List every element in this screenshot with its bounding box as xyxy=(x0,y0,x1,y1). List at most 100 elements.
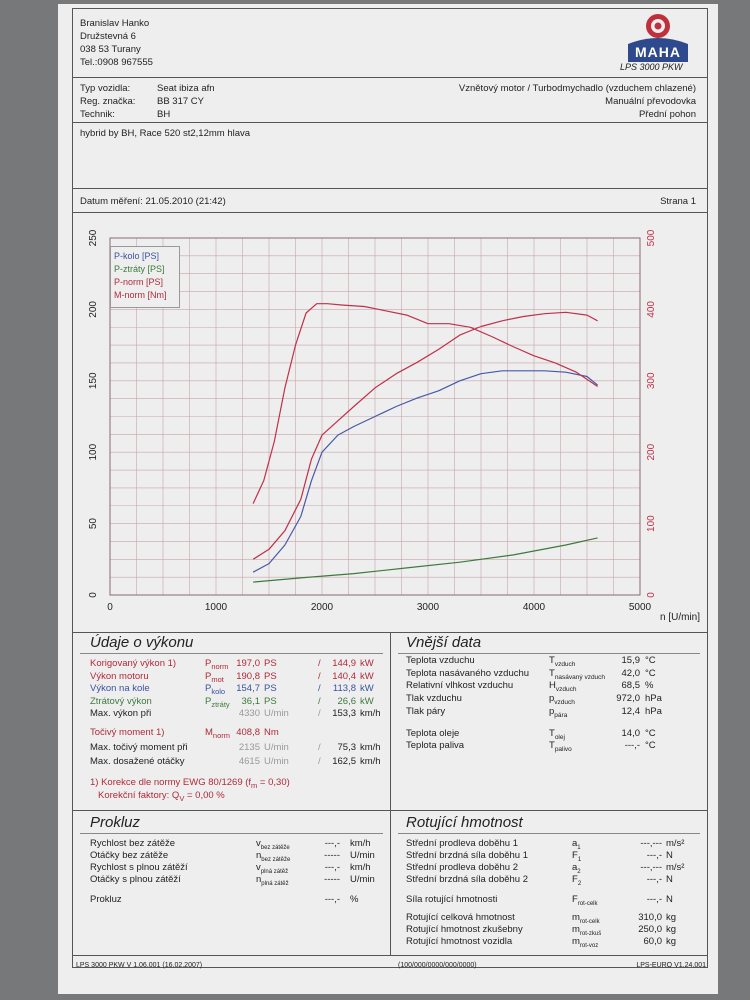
reg-value: BB 317 CY xyxy=(157,96,204,107)
perf-symbol: Pnorm xyxy=(205,658,229,671)
series-m-norm xyxy=(252,303,598,504)
series-p-ztraty xyxy=(253,537,598,583)
perf-symbol: Pkolo xyxy=(205,683,226,696)
rot-value: 60,0 xyxy=(643,936,663,947)
y-left-tick-label: 100 xyxy=(88,443,99,460)
y-left-tick-label: 0 xyxy=(88,592,99,598)
divider xyxy=(72,955,708,956)
coast-label: Otáčky s plnou zátěží xyxy=(90,874,181,885)
rot-symbol: F2 xyxy=(572,874,582,887)
perf-value2: 144,9 xyxy=(332,658,356,669)
perf-unit2: kW xyxy=(360,658,374,669)
perf-symbol: Pmot xyxy=(205,670,224,684)
rot-label: Střední brzdná síla doběhu 1 xyxy=(406,850,529,861)
perf-unit: U/min xyxy=(264,756,289,767)
rot-unit: N xyxy=(666,894,673,905)
ext-value: 68,5 xyxy=(621,680,641,691)
drive-type: Přední pohon xyxy=(638,109,696,120)
perf-unit2: kW xyxy=(360,670,374,682)
coast-value: ---,- xyxy=(324,862,340,873)
perf-value: 197,0 xyxy=(236,658,260,669)
y-left-tick-label: 50 xyxy=(88,518,99,530)
x-tick-label: 1000 xyxy=(205,602,228,613)
footnote-factors: Korekční faktory: QV = 0,00 % xyxy=(98,790,225,803)
series-p-norm xyxy=(252,311,598,560)
perf-unit: U/min xyxy=(264,741,289,753)
logo-text: MAHA xyxy=(635,44,681,60)
perf-value: 4615 xyxy=(238,756,260,767)
rot-value: ---,--- xyxy=(640,838,662,849)
rot-symbol: mrot-celk xyxy=(572,912,600,925)
perf-label: Výkon na kole xyxy=(90,683,150,694)
rot-label: Střední prodleva doběhu 2 xyxy=(406,862,518,873)
ext-value: ---,- xyxy=(624,740,640,751)
ext-unit: hPa xyxy=(645,693,662,704)
coast-unit: km/h xyxy=(350,838,371,849)
perf-label: Korigovaný výkon 1) xyxy=(90,658,177,669)
rot-label: Střední brzdná síla doběhu 2 xyxy=(406,874,529,885)
gearbox-type: Manuální převodovka xyxy=(605,96,696,107)
report-frame xyxy=(72,8,708,968)
rot-symbol: F1 xyxy=(572,850,582,863)
column-divider xyxy=(390,810,391,955)
chart-grid xyxy=(109,237,641,596)
coast-label: Otáčky bez zátěže xyxy=(90,850,169,861)
rot-unit: m/s² xyxy=(666,838,685,849)
footer-left: LPS 3000 PKW V 1.06.001 (16.02.2007) xyxy=(76,962,203,969)
perf-sep: / xyxy=(318,741,321,753)
rot-value: ---,- xyxy=(646,850,662,861)
tech-label: Technik: xyxy=(80,109,115,120)
rot-unit: kg xyxy=(666,912,677,923)
rot-label: Rotující hmotnost zkušebny xyxy=(406,924,523,935)
perf-value: 154,7 xyxy=(236,683,260,694)
column-divider xyxy=(390,632,391,810)
coast-symbol: nbez zátěže xyxy=(256,850,291,863)
perf-label: Max. výkon při xyxy=(90,708,152,719)
perf-sep: / xyxy=(318,756,321,767)
legend-p-norm: P-norm [PS] xyxy=(114,277,164,287)
y-left-tick-label: 150 xyxy=(88,372,99,389)
footer-right: LPS-EURO V1.24.001 xyxy=(636,962,706,969)
rot-symbol: a1 xyxy=(572,838,581,851)
coast-symbol: vplná zátěž xyxy=(256,862,289,875)
perf-label: Ztrátový výkon xyxy=(90,695,152,707)
rot-unit: m/s² xyxy=(666,862,685,873)
ext-symbol: pvzduch xyxy=(549,693,575,706)
rot-value: 250,0 xyxy=(638,924,662,935)
coast-value: ---,- xyxy=(324,838,340,849)
rot-value: ---,- xyxy=(646,894,662,905)
coast-label: Prokluz xyxy=(90,894,122,905)
owner-street: Družstevná 6 xyxy=(80,31,136,42)
perf-unit: U/min xyxy=(264,708,289,719)
ext-unit: hPa xyxy=(645,705,662,717)
perf-value: 4330 xyxy=(238,708,260,719)
divider xyxy=(72,188,708,189)
ext-unit: °C xyxy=(645,728,656,739)
ext-symbol: Tvzduch xyxy=(549,655,576,668)
perf-sep: / xyxy=(318,683,321,694)
external-title: Vnější data xyxy=(406,634,482,651)
report-sheet xyxy=(58,4,718,994)
ext-label: Teplota vzduchu xyxy=(406,655,475,666)
x-axis-label: n [U/min] xyxy=(660,612,700,623)
owner-name: Branislav Hanko xyxy=(80,18,150,29)
y-right-tick-label: 400 xyxy=(646,301,657,318)
divider xyxy=(72,122,708,123)
divider xyxy=(398,833,700,834)
chart-legend: P-kolo [PS] P-ztráty [PS] P-norm [PS] M-… xyxy=(110,246,180,308)
perf-value: 408,8 xyxy=(236,727,260,738)
perf-unit: PS xyxy=(264,658,277,669)
ext-label: Tlak páry xyxy=(406,705,446,717)
perf-value2: 162,5 xyxy=(332,756,356,767)
ext-label: Teplota oleje xyxy=(406,728,460,739)
perf-symbol: Pztráty xyxy=(205,695,230,709)
ext-unit: % xyxy=(645,680,654,691)
model-label: LPS 3000 PKW xyxy=(620,62,683,72)
coast-symbol: vbez zátěže xyxy=(256,838,290,851)
perf-unit: Nm xyxy=(264,727,279,738)
rot-unit: kg xyxy=(666,924,677,935)
coast-unit: U/min xyxy=(350,874,375,885)
ext-symbol: Tolej xyxy=(549,728,565,741)
